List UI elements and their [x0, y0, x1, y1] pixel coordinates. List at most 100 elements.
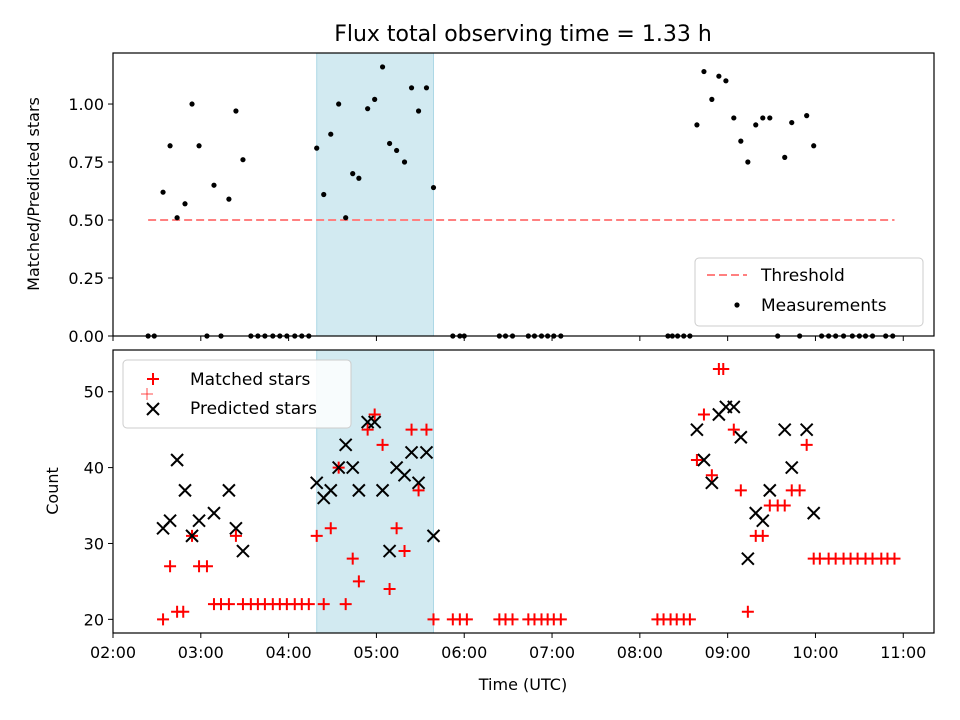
y-tick-label: 50	[84, 383, 104, 402]
chart-title: Flux total observing time = 1.33 h	[334, 22, 712, 47]
measurement-point	[694, 122, 700, 128]
top-y-axis-label: Matched/Predicted stars	[24, 97, 43, 291]
y-tick-label: 0.75	[68, 153, 104, 172]
predicted-star-point	[397, 468, 412, 482]
matched-star-point	[317, 598, 330, 611]
x-tick-label: 09:00	[705, 643, 751, 662]
predicted-star-point	[734, 430, 748, 444]
matched-star-point	[302, 598, 315, 611]
predicted-star-point	[806, 506, 821, 520]
predicted-star-point	[352, 483, 366, 498]
legend-threshold-label: Threshold	[760, 266, 845, 286]
y-tick-label: 30	[84, 534, 104, 553]
predicted-star-point	[382, 544, 397, 558]
y-tick-label: 0.50	[68, 211, 104, 230]
measurement-point	[767, 115, 773, 121]
x-tick-label: 10:00	[792, 643, 838, 662]
predicted-star-point	[799, 422, 814, 437]
measurement-point	[408, 85, 415, 91]
predicted-star-point	[346, 460, 360, 475]
measurement-point	[401, 159, 408, 165]
matched-star-point	[741, 605, 754, 618]
y-tick-label: 0.25	[68, 269, 104, 288]
y-tick-label: 1.00	[68, 95, 104, 114]
measurement-point	[321, 191, 327, 198]
measurement-point	[196, 143, 202, 149]
measurement-point	[336, 101, 342, 107]
y-tick-label: 40	[84, 459, 104, 478]
predicted-star-point	[222, 483, 236, 498]
measurement-point	[731, 115, 737, 121]
matched-star-point	[177, 605, 190, 618]
y-tick-label: 0.00	[68, 327, 104, 346]
measurement-point	[350, 171, 356, 177]
matched-star-point	[157, 613, 170, 626]
legend-predicted-swatch	[146, 402, 160, 416]
x-tick-label: 08:00	[617, 643, 663, 662]
measurement-point	[423, 85, 430, 91]
matched-star-point	[727, 423, 740, 436]
x-tick-label: 04:00	[266, 643, 312, 662]
predicted-star-point	[331, 460, 346, 475]
measurement-point	[365, 106, 371, 112]
y-tick-label: 20	[84, 610, 104, 629]
measurement-point	[167, 143, 173, 149]
measurement-point	[760, 115, 766, 121]
predicted-star-point	[207, 506, 221, 520]
matched-star-point	[412, 484, 425, 497]
matched-star-point	[339, 598, 352, 611]
matched-star-point	[405, 423, 418, 436]
measurement-point	[811, 143, 817, 149]
predicted-star-point	[163, 514, 177, 528]
x-tick-label: 07:00	[529, 643, 575, 662]
top-plot-frame	[112, 52, 935, 337]
measurement-point	[211, 182, 217, 188]
matched-star-point	[705, 469, 718, 482]
predicted-star-point	[178, 483, 192, 498]
observing-window-shade	[316, 52, 434, 337]
predicted-star-point	[185, 529, 199, 543]
predicted-star-point	[367, 415, 382, 429]
bottom-legend-box	[122, 359, 352, 429]
measurement-point	[356, 175, 362, 181]
measurement-point	[430, 184, 437, 191]
measurement-point	[314, 145, 320, 151]
measurement-point	[233, 108, 239, 114]
x-tick-label: 06:00	[441, 643, 487, 662]
matched-star-point	[420, 423, 433, 436]
measurement-point	[804, 113, 810, 119]
predicted-star-point	[705, 476, 719, 490]
matched-star-point	[756, 529, 769, 542]
top-legend-box	[694, 257, 924, 327]
top-shaded-span	[316, 52, 434, 337]
predicted-star-point	[338, 438, 353, 452]
measurement-point	[343, 215, 349, 221]
measurement-point	[160, 189, 166, 195]
matched-star-point	[200, 560, 213, 573]
predicted-star-point	[310, 476, 324, 490]
measurement-point	[723, 78, 729, 84]
matched-star-point	[390, 522, 403, 535]
measurement-point	[745, 159, 751, 165]
x-axis-label: Time (UTC)	[478, 675, 567, 694]
measurement-point	[226, 196, 232, 202]
legend-measurements-swatch	[734, 302, 740, 308]
matched-star-point	[778, 499, 791, 512]
x-tick-label: 11:00	[880, 643, 926, 662]
legend-measurements-label: Measurements	[761, 296, 887, 316]
predicted-star-point	[763, 483, 777, 498]
matched-star-point	[683, 613, 696, 626]
predicted-star-point	[375, 483, 390, 498]
measurement-point	[716, 73, 722, 79]
legend-predicted-label: Predicted stars	[190, 399, 317, 419]
measurement-point	[379, 64, 386, 70]
matched-star-point	[793, 484, 806, 497]
measurement-point	[394, 147, 400, 154]
measurement-point	[782, 154, 788, 160]
predicted-star-point	[192, 514, 206, 528]
measurement-point	[174, 215, 180, 221]
predicted-star-point	[785, 460, 799, 475]
matched-star-point	[888, 552, 901, 565]
predicted-star-point	[411, 476, 426, 490]
